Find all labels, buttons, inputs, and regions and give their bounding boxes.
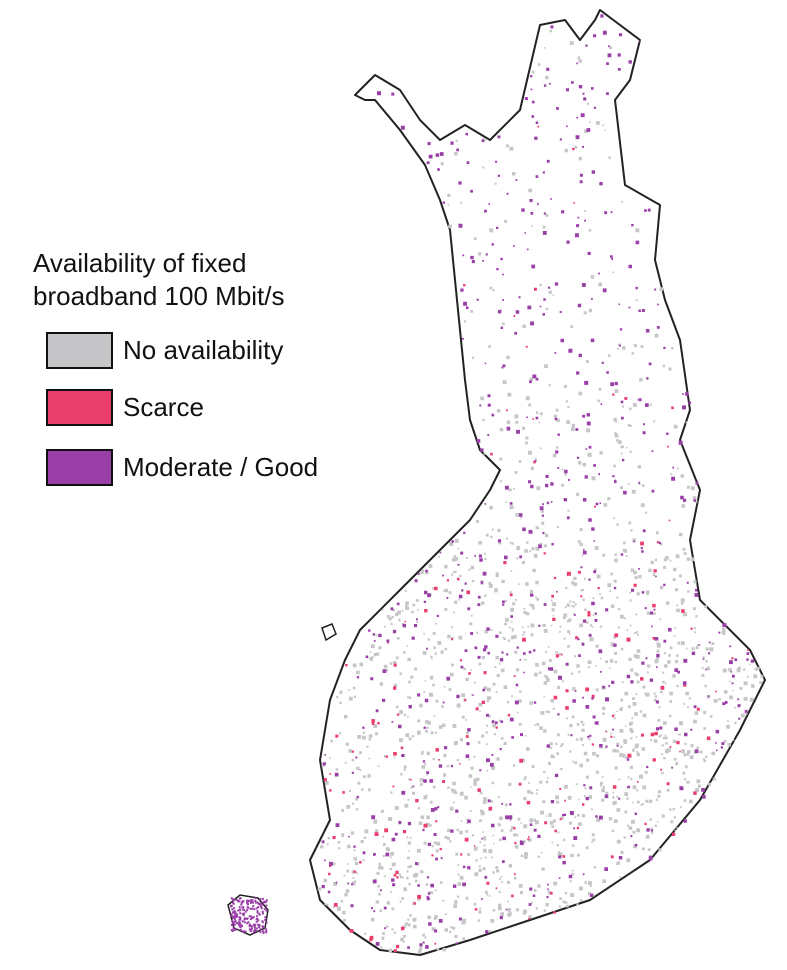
legend-swatch: [46, 389, 113, 426]
legend-label: Scarce: [123, 392, 204, 422]
legend-label: Moderate / Good: [123, 452, 318, 482]
coverage-layer: [230, 14, 764, 954]
legend-swatch: [46, 332, 113, 369]
legend-label: No availability: [123, 335, 283, 365]
island-outline: [321, 623, 337, 642]
legend-title: broadband 100 Mbit/s: [33, 281, 285, 311]
coverage-speckles: [317, 29, 764, 954]
legend-swatch: [46, 449, 113, 486]
legend: Availability of fixed broadband 100 Mbit…: [33, 248, 318, 486]
legend-title: Availability of fixed: [33, 248, 246, 278]
